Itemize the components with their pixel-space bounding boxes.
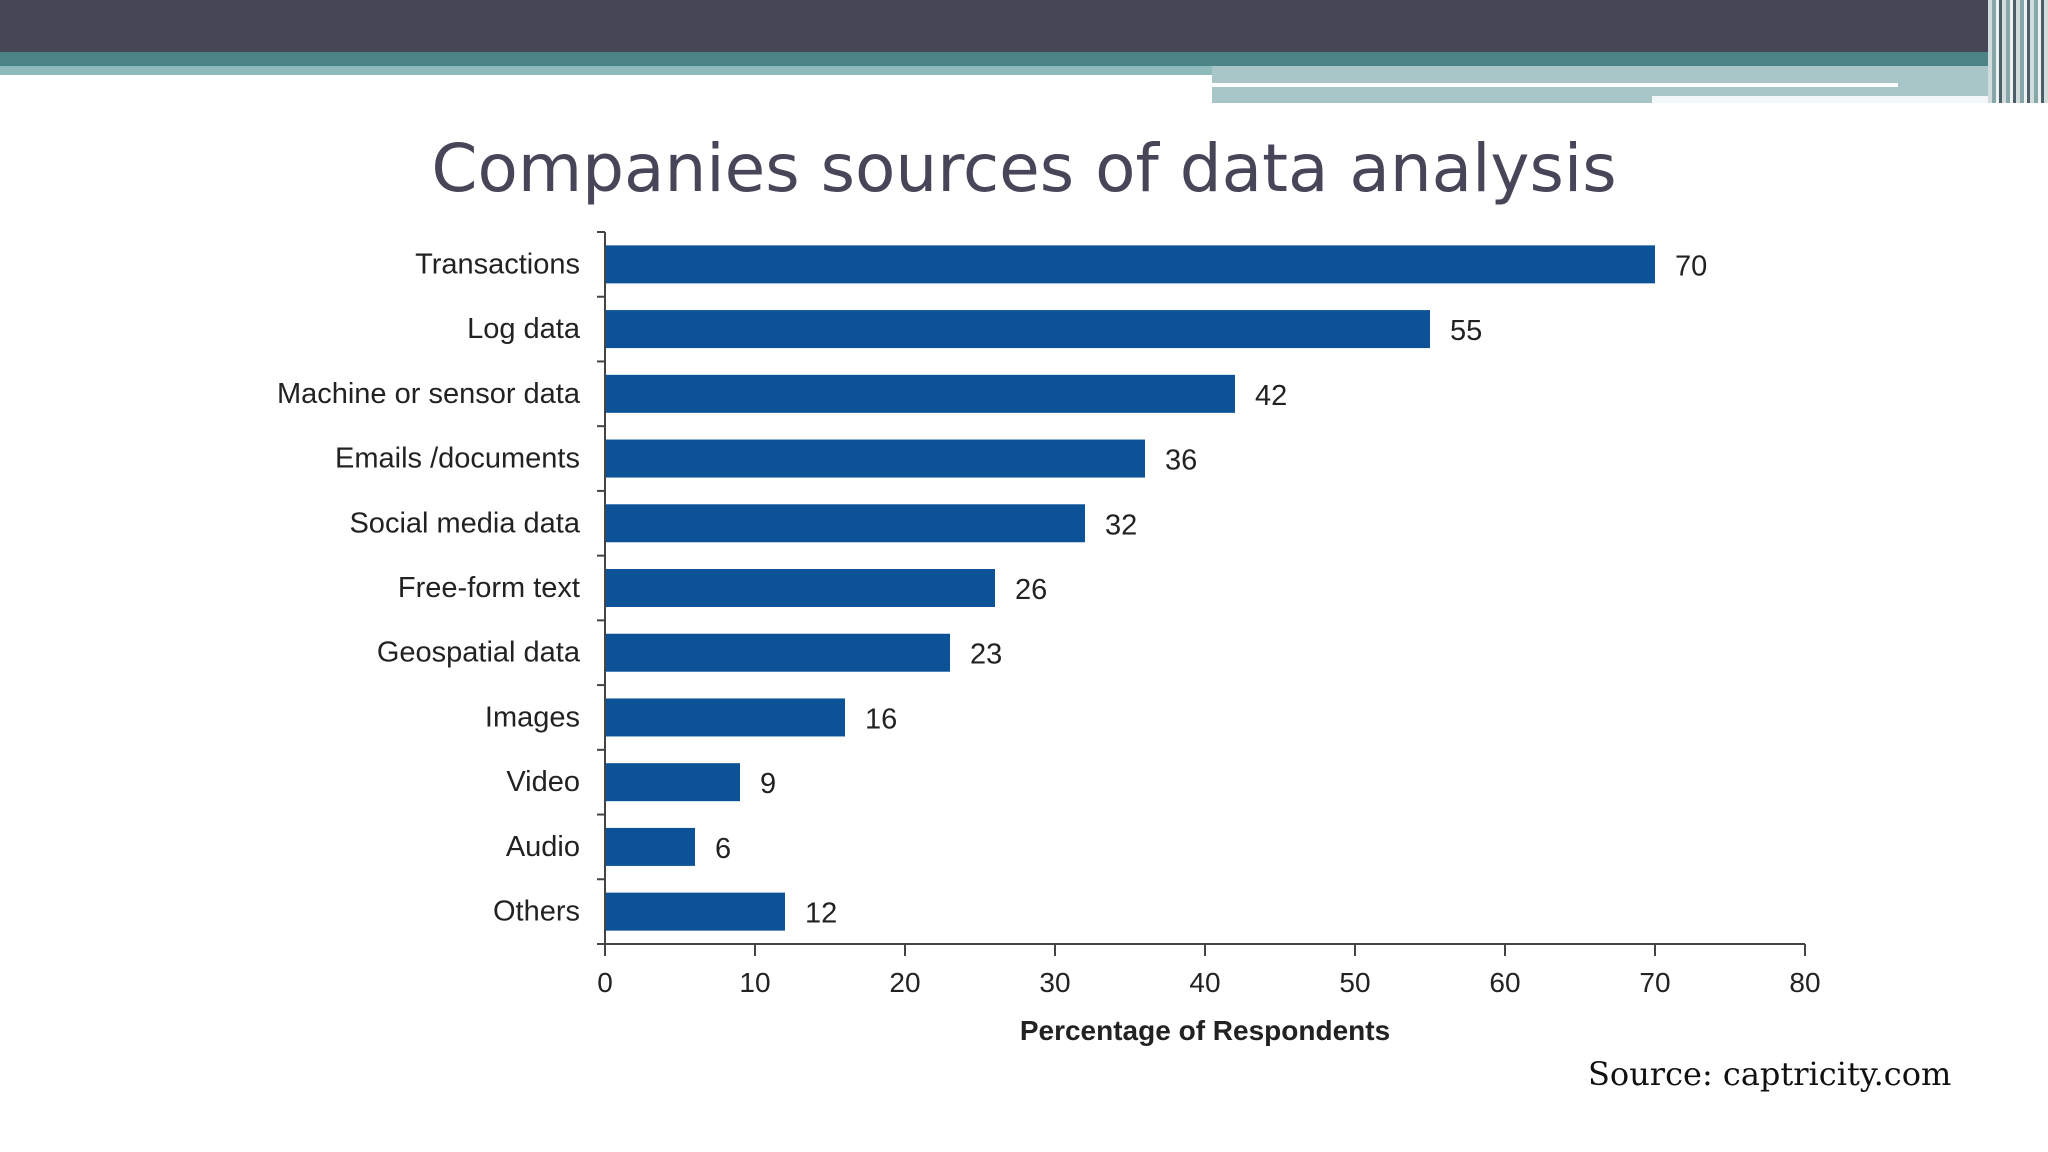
header-accent-bar — [0, 52, 2048, 66]
x-tick-label: 20 — [889, 967, 920, 998]
x-tick-label: 40 — [1189, 967, 1220, 998]
bar-audio — [606, 827, 695, 866]
value-label: 32 — [1105, 509, 1137, 541]
source-caption: Source: captricity.com — [1588, 1055, 1952, 1093]
value-label: 26 — [1015, 574, 1047, 606]
x-tick-label: 50 — [1339, 967, 1370, 998]
value-label: 36 — [1165, 445, 1197, 477]
category-label: Audio — [506, 831, 580, 863]
x-tick-label: 30 — [1039, 967, 1070, 998]
bar-emails-documents — [606, 439, 1145, 478]
x-tick-label: 10 — [739, 967, 770, 998]
x-tick-label: 80 — [1789, 967, 1820, 998]
category-label: Others — [493, 896, 580, 928]
value-label: 55 — [1450, 315, 1482, 347]
category-label: Emails /documents — [335, 443, 580, 475]
header-band — [0, 0, 2048, 52]
x-tick-label: 60 — [1489, 967, 1520, 998]
bar-video — [606, 763, 740, 802]
bar-others — [606, 892, 785, 931]
bar-log-data — [606, 310, 1430, 349]
category-label: Log data — [467, 313, 581, 345]
category-label: Machine or sensor data — [277, 378, 581, 410]
bar-geospatial-data — [606, 633, 950, 672]
bar-free-form-text — [606, 569, 995, 607]
bar-transactions — [606, 245, 1655, 284]
category-label: Images — [485, 701, 580, 733]
category-label: Transactions — [415, 248, 580, 280]
x-tick-label: 0 — [597, 967, 613, 998]
bar-machine-or-sensor-data — [606, 374, 1235, 413]
value-label: 23 — [970, 639, 1002, 671]
header-stripe-decoration — [1988, 0, 2048, 103]
bar-social-media-data — [606, 504, 1085, 543]
category-label: Free-form text — [398, 572, 580, 604]
x-axis-title: Percentage of Respondents — [1020, 1015, 1390, 1046]
value-label: 6 — [715, 833, 731, 865]
value-label: 70 — [1675, 250, 1707, 282]
category-label: Geospatial data — [377, 637, 581, 669]
category-label: Social media data — [349, 507, 580, 539]
category-label: Video — [506, 766, 580, 798]
header-accent-line — [0, 66, 1212, 75]
header-divider-line — [1212, 83, 1898, 87]
value-label: 12 — [805, 898, 837, 930]
slide-title: Companies sources of data analysis — [431, 130, 1617, 207]
bar-images — [606, 698, 845, 737]
value-label: 42 — [1255, 380, 1287, 412]
value-label: 16 — [865, 703, 897, 735]
value-label: 9 — [760, 768, 776, 800]
x-tick-label: 70 — [1639, 967, 1670, 998]
header-divider-line-short — [1652, 96, 2048, 103]
